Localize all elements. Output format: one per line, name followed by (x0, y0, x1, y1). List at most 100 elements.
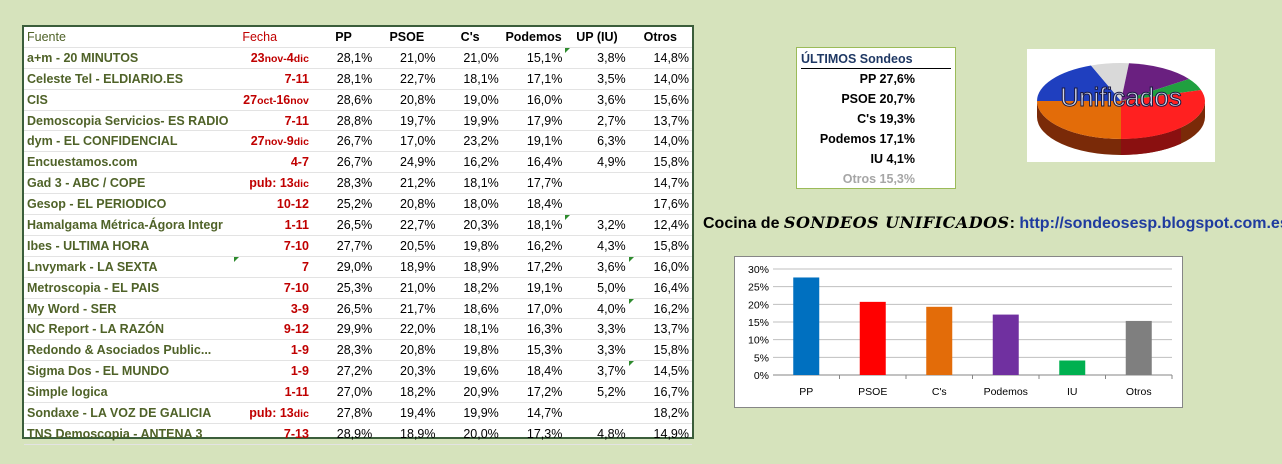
cell-fuente: Gad 3 - ABC / COPE (24, 172, 235, 195)
table-row: Gesop - EL PERIODICO 10-12 25,2% 20,8% 18,0%… (24, 193, 692, 216)
table-row: CIS 27oct-16nov 28,6% 20,8% 19,0% 16,0% 3,6% 15… (24, 89, 692, 111)
bar-psoe (859, 301, 886, 375)
cell-fecha: 1-11 (234, 214, 312, 236)
cell-up (565, 402, 629, 424)
table-row: Ibes - ULTIMA HORA 7-10 27,7% 20,5% 19,8% 16,… (24, 235, 692, 257)
ultimos-podemos: Podemos 17,1% (819, 132, 915, 146)
cell-fecha: 7-11 (234, 68, 312, 90)
y-tick-label: 0% (754, 370, 769, 382)
cell-fecha: 10-12 (234, 193, 312, 216)
cell-pod: 18,1% (501, 214, 566, 236)
cell-fuente: Gesop - EL PERIODICO (24, 193, 235, 216)
cell-pp: 26,5% (311, 214, 376, 236)
cell-pod: 16,0% (501, 89, 566, 111)
table-row: dym - EL CONFIDENCIAL 27nov-9dic 26,7% 17,0… (24, 130, 692, 153)
cell-fecha: 9-12 (234, 318, 312, 341)
cell-ot: 15,8% (628, 235, 692, 257)
cell-ot: 15,6% (628, 89, 692, 111)
cell-pp: 28,9% (311, 423, 376, 445)
cell-fuente: Ibes - ULTIMA HORA (24, 235, 235, 257)
cell-cs: 18,0% (438, 193, 502, 216)
cell-pp: 29,0% (311, 256, 376, 278)
col-fuente: Fuente (24, 27, 235, 48)
ultimos-psoe: PSOE 20,7% (841, 92, 915, 106)
cell-ot: 14,0% (628, 68, 692, 90)
cell-pod: 17,0% (501, 298, 566, 320)
cell-psoe: 20,3% (375, 360, 439, 383)
bar-chart: 0% 5% 10% 15% 20% 25% 30% PP PSOE C's Podemos IU Otr… (734, 256, 1183, 408)
cell-fecha: pub: 13dic (234, 172, 312, 195)
cell-fuente: Celeste Tel - ELDIARIO.ES (24, 68, 235, 90)
cell-ot: 16,4% (628, 277, 692, 299)
cell-psoe: 20,8% (375, 89, 439, 111)
cell-psoe: 18,9% (375, 256, 439, 278)
cell-cs: 18,1% (438, 318, 502, 341)
cell-fuente: Demoscopia Servicios- ES RADIO (24, 110, 235, 132)
bar-otros (1125, 320, 1152, 375)
cell-fecha: 7-11 (234, 110, 312, 132)
cell-up: 2,7% (565, 110, 629, 132)
cell-pod: 17,3% (501, 423, 566, 445)
cell-up: 4,3% (565, 235, 629, 257)
cell-psoe: 18,2% (375, 381, 439, 404)
cell-cs: 20,0% (438, 423, 502, 445)
table-row: Simple logica 1-11 27,0% 18,2% 20,9% 17,2% 5,2… (24, 381, 692, 404)
y-tick-label: 10% (748, 335, 769, 347)
x-tick-label: Otros (1126, 386, 1152, 398)
fecha-part: 1-9 (290, 364, 309, 379)
cell-cs: 18,2% (438, 277, 502, 299)
cell-pp: 28,3% (311, 339, 376, 362)
cell-fecha: 1-9 (234, 339, 312, 362)
cell-psoe: 20,8% (375, 339, 439, 362)
bar-chart-svg: 0% 5% 10% 15% 20% 25% 30% PP PSOE C's Podemos IU Otr… (748, 264, 1173, 398)
col-podemos: Podemos (501, 27, 566, 48)
cell-psoe: 21,0% (375, 277, 439, 299)
cell-psoe: 20,8% (375, 193, 439, 216)
fecha-part: dic (293, 407, 309, 420)
cell-pp: 28,1% (311, 47, 376, 69)
ultimos-iu: IU 4,1% (870, 152, 915, 166)
cell-cs: 18,6% (438, 298, 502, 320)
fecha-part: dic (293, 136, 309, 149)
cell-fuente: Metroscopia - EL PAIS (24, 277, 235, 299)
table-row: Gad 3 - ABC / COPE pub: 13dic 28,3% 21,2% 18… (24, 172, 692, 195)
cell-pp: 28,1% (311, 68, 376, 90)
table-row: Demoscopia Servicios- ES RADIO 7-11 28,8% 1… (24, 110, 692, 132)
ultimos-sondeos-box: ÚLTIMOS Sondeos PP 27,6% PSOE 20,7% C's … (796, 47, 956, 189)
cell-ot: 13,7% (628, 318, 692, 341)
cocina-line: Cocina de SONDEOS UNIFICADOS: http://son… (703, 213, 1282, 233)
cocina-sep: : (1009, 215, 1020, 232)
fecha-part: dic (293, 178, 309, 191)
cocina-script: SONDEOS UNIFICADOS (783, 213, 1010, 232)
table-row: Celeste Tel - ELDIARIO.ES 7-11 28,1% 22,7% 1… (24, 68, 692, 90)
fecha-part: 7-10 (283, 280, 309, 295)
cell-fecha: 7-10 (234, 277, 312, 299)
cocina-url-link[interactable]: http://sondeosesp.blogspot.com.es/ (1019, 215, 1282, 232)
cell-psoe: 19,7% (375, 110, 439, 132)
fecha-part: 7-11 (284, 71, 309, 86)
cell-fecha: 3-9 (234, 298, 312, 320)
fecha-part: 1-11 (284, 385, 309, 400)
fecha-part: nov (290, 94, 309, 107)
cell-pp: 26,5% (311, 298, 376, 320)
unificados-pie-image: Unificados (1027, 49, 1215, 162)
x-tick-label: C's (932, 386, 947, 398)
cell-psoe: 22,7% (375, 214, 439, 236)
cell-cs: 21,0% (438, 47, 502, 69)
col-fecha: Fecha (234, 27, 312, 48)
poll-table: Fuente Fecha PP PSOE C's Podemos UP (IU)… (22, 25, 694, 445)
col-pp: PP (311, 27, 376, 48)
cell-up (565, 172, 629, 195)
cell-up: 3,5% (565, 68, 629, 90)
cell-cs: 16,2% (438, 151, 502, 174)
col-otros: Otros (628, 27, 692, 48)
y-tick-label: 15% (748, 317, 769, 329)
cell-up: 4,0% (565, 298, 629, 320)
cell-ot: 14,8% (628, 47, 692, 69)
table-row: Encuestamos.com 4-7 26,7% 24,9% 16,2% 16,4% 4,… (24, 151, 692, 174)
y-tick-label: 20% (748, 299, 769, 311)
fecha-part: 7 (301, 259, 309, 274)
cell-pod: 19,1% (501, 277, 566, 299)
cell-pp: 26,7% (311, 151, 376, 174)
ultimos-otros: Otros 15,3% (842, 172, 915, 186)
